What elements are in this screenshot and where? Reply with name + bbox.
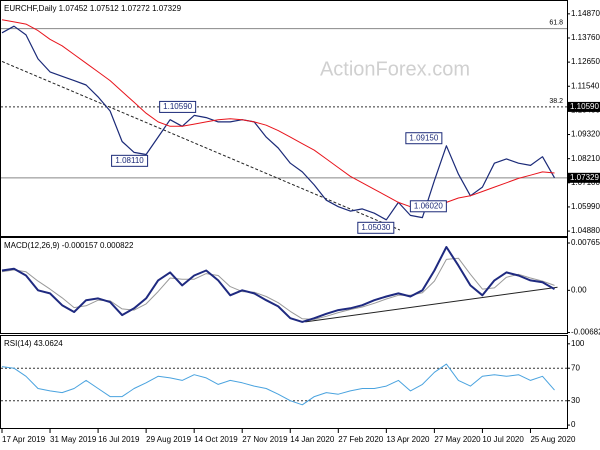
panel-title: RSI(14) 43.0624 <box>4 339 63 348</box>
x-tick-label: 14 Jan 2020 <box>290 435 335 444</box>
x-tick-label: 16 Jul 2019 <box>98 435 140 444</box>
y-tick-label: 1.12650 <box>571 57 600 66</box>
x-tick-label: 13 Apr 2020 <box>386 435 430 444</box>
annotation-label: 1.06020 <box>414 201 443 210</box>
annotation-label: 1.09150 <box>409 133 438 142</box>
y-tick-label: 0.00 <box>571 285 587 294</box>
x-tick-label: 27 Nov 2019 <box>242 435 288 444</box>
series-line <box>1 246 555 323</box>
series-line <box>1 257 555 320</box>
panel-title: MACD(12,26,9) -0.000157 0.000822 <box>4 241 134 250</box>
price-box <box>567 101 600 112</box>
x-tick-label: 31 May 2019 <box>50 435 97 444</box>
panel-frame <box>0 237 568 334</box>
series-line <box>1 19 555 210</box>
series-line <box>1 25 556 221</box>
x-tick-label: 29 Aug 2019 <box>146 435 191 444</box>
annotation-box <box>405 132 443 145</box>
price-box-label: 1.10590 <box>570 102 599 111</box>
y-tick-label: 1.04880 <box>571 226 600 235</box>
annotation-box <box>357 221 395 234</box>
y-tick-label: 0 <box>571 420 576 429</box>
y-tick-label: -0.006822 <box>571 328 600 337</box>
y-tick-label: 70 <box>571 363 580 372</box>
price-box-label: 1.07329 <box>570 173 599 182</box>
x-tick-label: 27 May 2020 <box>434 435 481 444</box>
level-label: 38.2 <box>549 98 563 105</box>
x-tick-label: 17 Apr 2019 <box>2 435 46 444</box>
y-tick-label: 0.007655 <box>571 238 600 247</box>
panel-title: EURCHF,Daily 1.07452 1.07512 1.07272 1.0… <box>4 4 182 13</box>
panel-frame <box>0 335 568 429</box>
x-tick-label: 10 Jul 2020 <box>482 435 524 444</box>
annotation-box <box>159 100 197 113</box>
annotation-box <box>111 154 149 167</box>
x-tick-label: 27 Feb 2020 <box>338 435 383 444</box>
series-line <box>1 363 555 406</box>
y-tick-label: 1.13760 <box>571 33 600 42</box>
trendline <box>305 286 558 323</box>
annotation-label: 1.08110 <box>115 156 144 165</box>
y-tick-label: 1.09320 <box>571 130 600 139</box>
price-box <box>567 172 600 183</box>
y-tick-label: 100 <box>571 339 585 348</box>
annotation-label: 1.05030 <box>361 223 390 232</box>
y-tick-label: 30 <box>571 396 580 405</box>
x-tick-label: 14 Oct 2019 <box>194 435 238 444</box>
x-tick-label: 25 Aug 2020 <box>530 435 575 444</box>
trendline <box>1 61 401 231</box>
panel-frame <box>0 0 568 237</box>
watermark: ActionForex.com <box>320 58 470 80</box>
y-tick-label: 1.05990 <box>571 202 600 211</box>
y-tick-label: 1.11540 <box>571 81 600 90</box>
y-tick-label: 1.08210 <box>571 154 600 163</box>
level-label: 61.8 <box>549 19 563 26</box>
annotation-label: 1.10590 <box>163 102 192 111</box>
y-tick-label: 1.14870 <box>571 9 600 18</box>
annotation-box <box>409 200 447 213</box>
